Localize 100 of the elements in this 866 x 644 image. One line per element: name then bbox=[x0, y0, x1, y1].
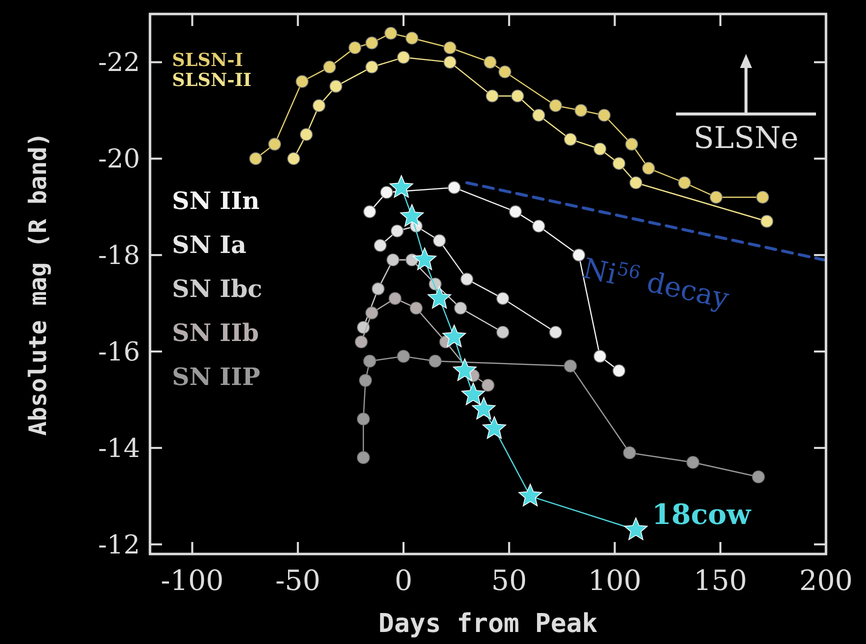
point bbox=[296, 75, 308, 88]
point bbox=[686, 456, 700, 469]
text: SN IIP bbox=[172, 362, 260, 391]
text: SLSN-I bbox=[172, 50, 243, 71]
point bbox=[532, 108, 546, 122]
point bbox=[444, 41, 456, 54]
point bbox=[410, 302, 423, 315]
point bbox=[625, 138, 638, 151]
point bbox=[549, 326, 562, 339]
point bbox=[612, 157, 626, 170]
point bbox=[386, 253, 400, 266]
point bbox=[397, 50, 410, 64]
x-tick-label: 50 bbox=[491, 564, 527, 597]
point bbox=[428, 286, 452, 309]
point bbox=[498, 65, 512, 78]
point bbox=[710, 190, 723, 204]
point bbox=[390, 224, 404, 238]
y-tick-label: -16 bbox=[98, 338, 140, 368]
point bbox=[629, 176, 642, 190]
point bbox=[496, 326, 510, 339]
y-tick-label: -14 bbox=[98, 434, 140, 464]
point bbox=[509, 205, 522, 218]
point bbox=[574, 104, 588, 117]
text: SN Ibc bbox=[172, 274, 262, 303]
point bbox=[312, 99, 326, 112]
point bbox=[678, 176, 691, 190]
y-tick-label: -12 bbox=[98, 530, 140, 560]
text: SN Ia bbox=[172, 230, 246, 259]
point bbox=[300, 128, 313, 141]
point bbox=[549, 99, 562, 112]
point bbox=[482, 416, 506, 439]
y-tick-label: -20 bbox=[98, 144, 140, 175]
point bbox=[624, 517, 648, 540]
y-axis-title: Absolute mag (R band) bbox=[24, 132, 52, 436]
text: SN IIn bbox=[172, 186, 260, 215]
point bbox=[287, 152, 300, 166]
point bbox=[532, 220, 546, 233]
point bbox=[400, 204, 424, 227]
point bbox=[486, 90, 499, 102]
point bbox=[390, 175, 414, 198]
point bbox=[356, 412, 370, 426]
point bbox=[564, 132, 577, 146]
text: SLSN-II bbox=[172, 70, 252, 91]
point bbox=[365, 306, 378, 320]
point bbox=[397, 350, 410, 363]
point bbox=[372, 282, 385, 296]
point bbox=[594, 350, 606, 363]
annotation: SLSNe bbox=[693, 121, 799, 156]
point bbox=[518, 484, 542, 506]
point bbox=[472, 396, 496, 420]
point bbox=[330, 80, 342, 93]
point bbox=[452, 358, 477, 381]
x-axis-title: Days from Peak bbox=[378, 609, 598, 639]
y-tick-label: -18 bbox=[98, 241, 140, 272]
point bbox=[374, 239, 387, 252]
point bbox=[454, 302, 467, 315]
point bbox=[623, 446, 636, 460]
point bbox=[482, 378, 494, 392]
point bbox=[380, 186, 393, 199]
point bbox=[448, 181, 461, 194]
point bbox=[752, 470, 765, 484]
point bbox=[354, 335, 368, 348]
point bbox=[388, 292, 402, 305]
text: Ni$^{56}$ decay bbox=[580, 252, 732, 316]
point bbox=[756, 190, 770, 204]
point bbox=[384, 26, 398, 40]
point bbox=[433, 234, 446, 248]
point bbox=[412, 247, 436, 270]
point bbox=[442, 324, 466, 348]
point bbox=[496, 292, 510, 305]
point bbox=[460, 272, 474, 286]
point bbox=[594, 142, 606, 156]
point bbox=[760, 214, 774, 228]
point bbox=[363, 354, 376, 368]
point bbox=[348, 41, 362, 54]
point bbox=[365, 36, 378, 50]
x-tick-label: 100 bbox=[588, 564, 642, 597]
text: SN IIb bbox=[172, 318, 259, 347]
x-tick-label: 200 bbox=[799, 564, 853, 597]
x-tick-label: 0 bbox=[394, 564, 412, 597]
series-label: 18cow bbox=[652, 498, 752, 531]
point bbox=[564, 360, 577, 372]
point bbox=[365, 60, 378, 74]
point bbox=[249, 152, 262, 166]
point bbox=[406, 32, 418, 45]
point bbox=[428, 354, 442, 368]
point bbox=[598, 108, 611, 122]
point bbox=[612, 364, 626, 378]
x-tick-label: -50 bbox=[275, 564, 320, 597]
x-tick-label: 150 bbox=[694, 564, 748, 597]
y-tick-label: -22 bbox=[98, 48, 140, 78]
point bbox=[642, 162, 655, 175]
x-tick-label: -100 bbox=[160, 564, 224, 597]
point bbox=[461, 382, 486, 405]
point bbox=[511, 90, 524, 102]
point bbox=[268, 138, 282, 151]
point bbox=[484, 56, 497, 69]
point bbox=[444, 56, 456, 69]
point bbox=[363, 205, 376, 218]
point bbox=[359, 374, 372, 387]
